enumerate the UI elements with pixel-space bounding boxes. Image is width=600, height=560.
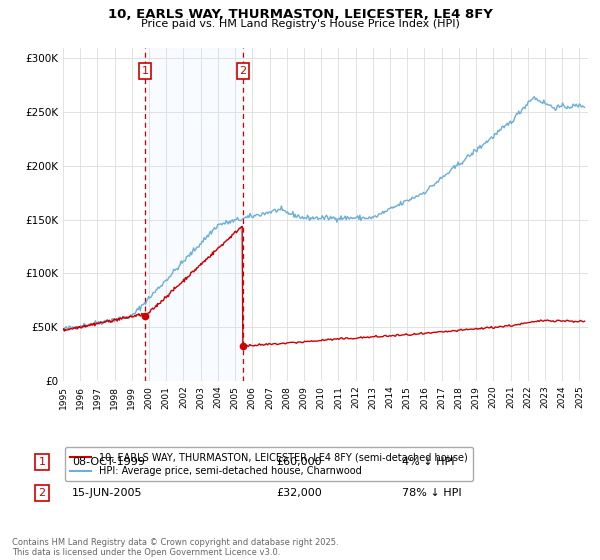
Text: 2: 2	[239, 66, 247, 76]
Text: £60,000: £60,000	[276, 457, 322, 467]
Text: 4% ↓ HPI: 4% ↓ HPI	[402, 457, 455, 467]
Text: £32,000: £32,000	[276, 488, 322, 498]
Text: Price paid vs. HM Land Registry's House Price Index (HPI): Price paid vs. HM Land Registry's House …	[140, 19, 460, 29]
Text: 2: 2	[38, 488, 46, 498]
Bar	[145, 48, 243, 381]
Legend: 10, EARLS WAY, THURMASTON, LEICESTER, LE4 8FY (semi-detached house), HPI: Averag: 10, EARLS WAY, THURMASTON, LEICESTER, LE…	[65, 447, 473, 481]
Text: 08-OCT-1999: 08-OCT-1999	[72, 457, 145, 467]
Text: 1: 1	[38, 457, 46, 467]
Text: Contains HM Land Registry data © Crown copyright and database right 2025.
This d: Contains HM Land Registry data © Crown c…	[12, 538, 338, 557]
Text: 15-JUN-2005: 15-JUN-2005	[72, 488, 143, 498]
Text: 1: 1	[142, 66, 149, 76]
Text: 78% ↓ HPI: 78% ↓ HPI	[402, 488, 461, 498]
Text: 10, EARLS WAY, THURMASTON, LEICESTER, LE4 8FY: 10, EARLS WAY, THURMASTON, LEICESTER, LE…	[107, 8, 493, 21]
